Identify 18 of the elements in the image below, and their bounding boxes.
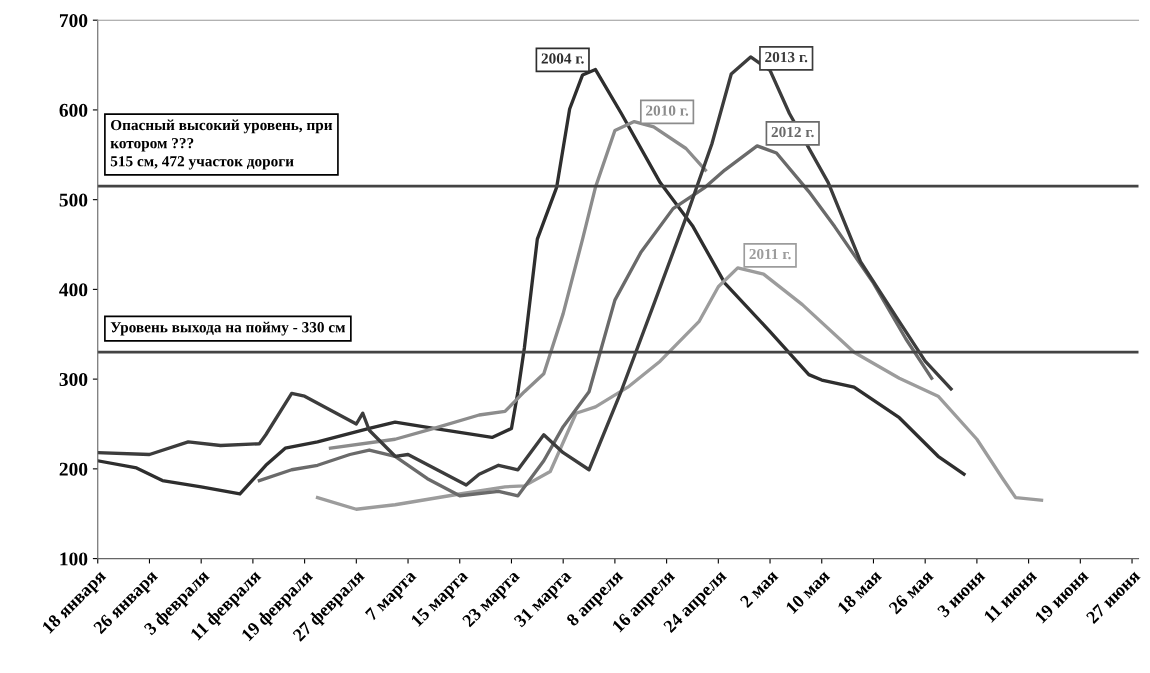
x-tick-label: 10 мая: [785, 569, 831, 615]
series-label: 2011 г.: [749, 248, 791, 260]
series-label: 2004 г.: [541, 53, 584, 64]
y-tick-label: 400: [59, 283, 88, 297]
y-tick-label: 100: [60, 552, 88, 566]
y-tick-label: 300: [59, 372, 88, 387]
y-tick-label: 200: [59, 462, 88, 476]
x-tick-label: 18 мая: [836, 569, 883, 615]
ref-line-label: Опасный высокий уровень, при котором ??? 515 см, 472 участок дороги: [110, 119, 333, 170]
x-tick-label: 2 мая: [739, 569, 779, 609]
y-tick-label: 500: [59, 193, 88, 207]
y-tick-label: 700: [59, 14, 88, 28]
ref-line-label: Уровень выхода на пойму - 330 см: [110, 321, 346, 336]
x-tick-label: 26 мая: [888, 569, 934, 615]
series-label: 2012 г.: [771, 126, 814, 138]
series-label: 2013 г.: [765, 51, 808, 63]
series-label: 2010 г.: [646, 105, 689, 116]
y-tick-label: 600: [59, 103, 88, 117]
